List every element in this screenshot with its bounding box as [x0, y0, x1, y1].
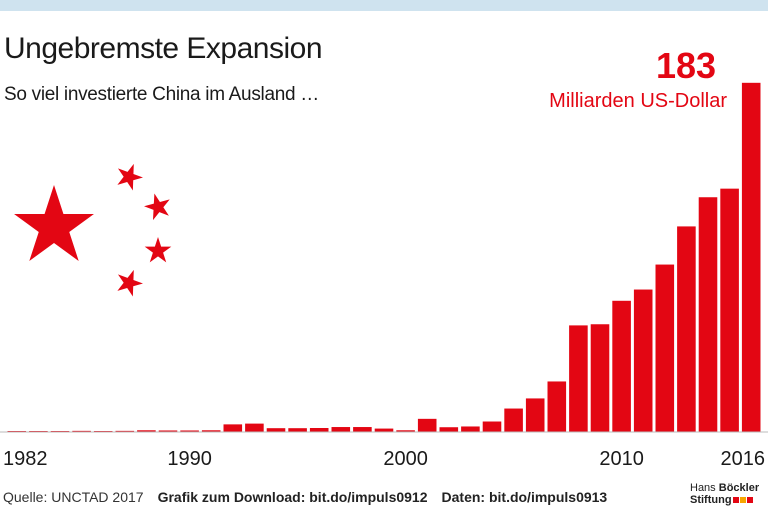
small-star-icon — [144, 237, 172, 263]
bar-1991 — [201, 430, 221, 432]
tick-label-2000: 2000 — [383, 448, 428, 470]
bar-2001 — [417, 418, 437, 432]
logo-mark-square — [732, 497, 739, 504]
bar-1985 — [72, 430, 91, 432]
chart-subtitle: So viel investierte China im Ausland … — [4, 84, 319, 105]
logo-mark-square — [746, 497, 753, 504]
tick-label-2016: 2016 — [721, 448, 766, 470]
bar-1992 — [223, 424, 243, 432]
bar-1998 — [353, 427, 372, 432]
x-axis-ticks: 1982 1990 2000 2010 2016 — [3, 448, 765, 470]
hans-boeckler-stiftung-logo: Hans Böckler Stiftung — [690, 482, 766, 506]
bar-2000 — [396, 430, 415, 432]
logo-text-boeckler: Böckler — [718, 482, 760, 494]
footer: Quelle: UNCTAD 2017 Grafik zum Download: … — [3, 489, 607, 505]
bar-1994 — [266, 428, 286, 432]
bar-2007 — [547, 381, 567, 432]
china-flag-stars-icon — [14, 163, 172, 297]
small-star-icon — [144, 193, 170, 221]
bar-2010 — [612, 300, 631, 432]
bar-1988 — [137, 430, 156, 432]
bar-2012 — [655, 264, 675, 432]
bar-2003 — [461, 426, 480, 432]
bar-2008 — [569, 325, 588, 432]
bar-2006 — [525, 398, 545, 432]
bar-1993 — [245, 423, 264, 432]
bar-2009 — [590, 324, 610, 432]
footer-download-link[interactable]: Grafik zum Download: bit.do/impuls0912 — [157, 489, 428, 505]
bar-2005 — [504, 408, 523, 432]
bar-1999 — [374, 428, 394, 432]
tick-label-1982: 1982 — [3, 448, 48, 470]
bar-2016 — [741, 82, 761, 432]
annotation-value: 183 — [656, 45, 716, 86]
small-star-icon — [117, 269, 143, 297]
footer-data-link[interactable]: Daten: bit.do/impuls0913 — [441, 489, 608, 505]
chart-title: Ungebremste Expansion — [4, 32, 323, 65]
annotation-unit: Milliarden US-Dollar — [549, 90, 727, 112]
logo-text-stiftung: Stiftung — [690, 494, 732, 506]
footer-source: Quelle: UNCTAD 2017 — [3, 489, 144, 505]
bar-2013 — [677, 226, 696, 432]
bar-series — [7, 82, 761, 432]
bar-1987 — [115, 430, 135, 432]
bar-2015 — [720, 188, 739, 432]
logo-mark-square — [739, 497, 746, 504]
bar-1995 — [288, 428, 307, 432]
bar-1989 — [158, 430, 178, 432]
tick-label-2010: 2010 — [599, 448, 644, 470]
bar-2002 — [439, 427, 459, 432]
bar-2014 — [698, 197, 718, 432]
small-star-icon — [117, 163, 143, 191]
bar-2011 — [633, 289, 653, 432]
large-star-icon — [14, 185, 94, 261]
bar-2004 — [482, 421, 502, 432]
tick-label-1990: 1990 — [167, 448, 212, 470]
bar-1997 — [331, 427, 351, 432]
bar-1990 — [180, 430, 199, 432]
bar-1996 — [309, 428, 329, 432]
bar-chart: 1982 1990 2000 2010 2016 183 Milliarden US-D… — [0, 45, 768, 470]
top-color-band — [0, 0, 768, 11]
logo-text-hans: Hans — [690, 482, 716, 494]
